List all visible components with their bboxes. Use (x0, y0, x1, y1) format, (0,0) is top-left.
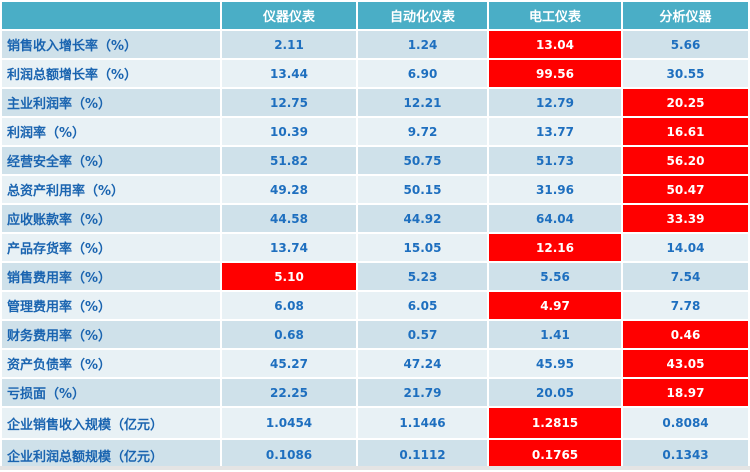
value-cell: 0.68 (220, 319, 358, 350)
value-cell: 5.56 (487, 261, 623, 292)
row-label: 企业销售收入规模（亿元） (0, 406, 222, 440)
value-cell: 21.79 (356, 377, 489, 408)
highlighted-value-cell: 50.47 (621, 174, 750, 205)
highlighted-value-cell: 5.10 (220, 261, 358, 292)
table-row: 销售收入增长率（%） 2.11 1.24 13.04 5.66 (0, 29, 750, 60)
highlighted-value-cell: 56.20 (621, 145, 750, 176)
value-cell: 12.79 (487, 87, 623, 118)
highlighted-value-cell: 99.56 (487, 58, 623, 89)
row-label: 利润总额增长率（%） (0, 58, 222, 89)
value-cell: 15.05 (356, 232, 489, 263)
row-label: 主业利润率（%） (0, 87, 222, 118)
value-cell: 1.0454 (220, 406, 358, 440)
value-cell: 9.72 (356, 116, 489, 147)
value-cell: 22.25 (220, 377, 358, 408)
header-automation-instruments: 自动化仪表 (356, 0, 489, 31)
value-cell: 12.21 (356, 87, 489, 118)
value-cell: 6.90 (356, 58, 489, 89)
value-cell: 0.8084 (621, 406, 750, 440)
row-label: 亏损面（%） (0, 377, 222, 408)
table-row: 经营安全率（%） 51.82 50.75 51.73 56.20 (0, 145, 750, 176)
value-cell: 2.11 (220, 29, 358, 60)
value-cell: 7.78 (621, 290, 750, 321)
value-cell: 51.82 (220, 145, 358, 176)
header-corner (0, 0, 222, 31)
value-cell: 13.77 (487, 116, 623, 147)
table-row: 产品存货率（%） 13.74 15.05 12.16 14.04 (0, 232, 750, 263)
value-cell: 0.57 (356, 319, 489, 350)
table-row: 企业销售收入规模（亿元） 1.0454 1.1446 1.2815 0.8084 (0, 406, 750, 440)
value-cell: 49.28 (220, 174, 358, 205)
value-cell: 10.39 (220, 116, 358, 147)
value-cell: 50.15 (356, 174, 489, 205)
value-cell: 64.04 (487, 203, 623, 234)
highlighted-value-cell: 33.39 (621, 203, 750, 234)
table-row: 应收账款率（%） 44.58 44.92 64.04 33.39 (0, 203, 750, 234)
row-label: 总资产利用率（%） (0, 174, 222, 205)
highlighted-value-cell: 20.25 (621, 87, 750, 118)
header-row: 仪器仪表 自动化仪表 电工仪表 分析仪器 (0, 0, 750, 31)
row-label: 销售收入增长率（%） (0, 29, 222, 60)
table-row: 总资产利用率（%） 49.28 50.15 31.96 50.47 (0, 174, 750, 205)
value-cell: 6.05 (356, 290, 489, 321)
value-cell: 50.75 (356, 145, 489, 176)
highlighted-value-cell: 16.61 (621, 116, 750, 147)
value-cell: 5.23 (356, 261, 489, 292)
value-cell: 31.96 (487, 174, 623, 205)
row-label: 利润率（%） (0, 116, 222, 147)
highlighted-value-cell: 13.04 (487, 29, 623, 60)
value-cell: 45.95 (487, 348, 623, 379)
table-row: 资产负债率（%） 45.27 47.24 45.95 43.05 (0, 348, 750, 379)
table-row: 管理费用率（%） 6.08 6.05 4.97 7.78 (0, 290, 750, 321)
value-cell: 5.66 (621, 29, 750, 60)
table-row: 销售费用率（%） 5.10 5.23 5.56 7.54 (0, 261, 750, 292)
value-cell: 44.58 (220, 203, 358, 234)
table-row: 财务费用率（%） 0.68 0.57 1.41 0.46 (0, 319, 750, 350)
value-cell: 7.54 (621, 261, 750, 292)
row-label: 销售费用率（%） (0, 261, 222, 292)
value-cell: 20.05 (487, 377, 623, 408)
highlighted-value-cell: 18.97 (621, 377, 750, 408)
row-label: 资产负债率（%） (0, 348, 222, 379)
value-cell: 30.55 (621, 58, 750, 89)
value-cell: 13.44 (220, 58, 358, 89)
highlighted-value-cell: 43.05 (621, 348, 750, 379)
value-cell: 12.75 (220, 87, 358, 118)
table-row: 利润总额增长率（%） 13.44 6.90 99.56 30.55 (0, 58, 750, 89)
value-cell: 6.08 (220, 290, 358, 321)
value-cell: 45.27 (220, 348, 358, 379)
value-cell: 1.1446 (356, 406, 489, 440)
highlighted-value-cell: 0.46 (621, 319, 750, 350)
highlighted-value-cell: 4.97 (487, 290, 623, 321)
value-cell: 51.73 (487, 145, 623, 176)
header-electrical-instruments: 电工仪表 (487, 0, 623, 31)
header-instruments: 仪器仪表 (220, 0, 358, 31)
row-label: 产品存货率（%） (0, 232, 222, 263)
value-cell: 1.24 (356, 29, 489, 60)
row-label: 经营安全率（%） (0, 145, 222, 176)
row-label: 财务费用率（%） (0, 319, 222, 350)
value-cell: 14.04 (621, 232, 750, 263)
table-row: 利润率（%） 10.39 9.72 13.77 16.61 (0, 116, 750, 147)
row-label: 管理费用率（%） (0, 290, 222, 321)
value-cell: 13.74 (220, 232, 358, 263)
value-cell: 1.41 (487, 319, 623, 350)
row-label: 应收账款率（%） (0, 203, 222, 234)
highlighted-value-cell: 1.2815 (487, 406, 623, 440)
value-cell: 47.24 (356, 348, 489, 379)
header-analytical-instruments: 分析仪器 (621, 0, 750, 31)
value-cell: 44.92 (356, 203, 489, 234)
table-row: 亏损面（%） 22.25 21.79 20.05 18.97 (0, 377, 750, 408)
table-row: 主业利润率（%） 12.75 12.21 12.79 20.25 (0, 87, 750, 118)
bottom-shadow (0, 466, 750, 470)
highlighted-value-cell: 12.16 (487, 232, 623, 263)
